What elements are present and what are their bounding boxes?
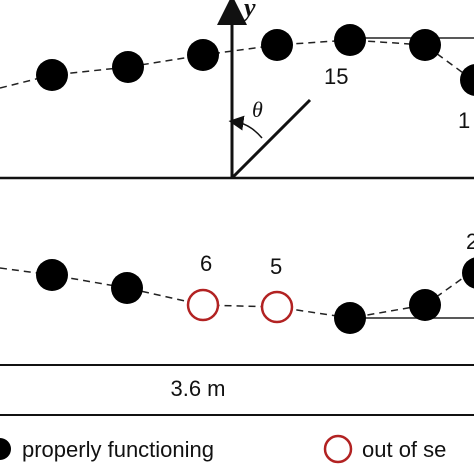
legend: properly functioning out of se bbox=[0, 434, 446, 464]
top-row: 15 1 bbox=[0, 24, 474, 133]
functioning-node bbox=[409, 29, 441, 61]
angle-arc bbox=[228, 115, 263, 139]
functioning-node bbox=[460, 64, 474, 96]
node-label: 2 bbox=[466, 229, 474, 254]
functioning-node bbox=[111, 272, 143, 304]
functioning-node bbox=[261, 29, 293, 61]
functioning-node bbox=[334, 24, 366, 56]
failed-node bbox=[186, 288, 220, 322]
node-label: 1 bbox=[458, 108, 470, 133]
angle-label: θ bbox=[252, 97, 263, 122]
bottom-row: 6 5 2 bbox=[0, 229, 474, 334]
functioning-node bbox=[112, 51, 144, 83]
legend-label: out of se bbox=[362, 437, 446, 462]
y-axis-label: y bbox=[241, 0, 256, 22]
dimension-label: 3.6 m bbox=[170, 376, 225, 401]
legend-swatch bbox=[323, 434, 353, 464]
functioning-node bbox=[462, 257, 474, 289]
functioning-node bbox=[409, 289, 441, 321]
functioning-node bbox=[36, 259, 68, 291]
failed-node bbox=[260, 290, 294, 324]
node-label: 15 bbox=[324, 64, 348, 89]
legend-label: properly functioning bbox=[22, 437, 214, 462]
functioning-node bbox=[187, 39, 219, 71]
node-label: 5 bbox=[270, 254, 282, 279]
functioning-node bbox=[334, 302, 366, 334]
angle-ray bbox=[230, 98, 312, 180]
functioning-node bbox=[36, 59, 68, 91]
axes: y θ bbox=[0, 0, 474, 180]
node-label: 6 bbox=[200, 251, 212, 276]
dashed-path bbox=[0, 267, 471, 319]
dashed-path bbox=[0, 39, 471, 89]
legend-swatch bbox=[0, 438, 11, 460]
